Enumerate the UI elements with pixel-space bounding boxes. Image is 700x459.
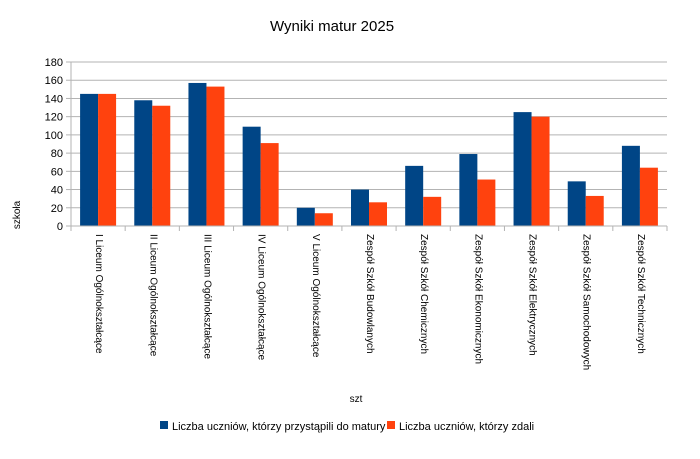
bar-series-1 (405, 165, 424, 226)
bar-series-1 (242, 126, 261, 226)
bar-series-2 (585, 195, 604, 226)
legend: Liczba uczniów, którzy przystąpili do ma… (160, 421, 534, 433)
bar-series-2 (477, 179, 496, 226)
x-category-label: Zespół Szkół Technicznych (635, 234, 646, 354)
bar-series-1 (351, 189, 369, 226)
bar-series-1 (567, 181, 586, 226)
y-tick-label: 100 (45, 130, 63, 142)
x-category-label: III Liceum Ogólnokształcące (201, 234, 212, 359)
x-category-label: V Liceum Ogólnokształcące (310, 234, 321, 358)
bar-series-1 (134, 100, 153, 226)
axes (70, 62, 668, 231)
bar-series-1 (621, 145, 640, 226)
bar-series-2 (639, 167, 658, 226)
bar-series-2 (206, 86, 225, 226)
chart-title: Wyniki matur 2025 (270, 18, 394, 35)
bar-series-1 (296, 207, 315, 226)
legend-label-2: Liczba uczniów, którzy zdali (399, 421, 534, 433)
bar-series-2 (423, 196, 442, 226)
bar-series-2 (314, 213, 333, 226)
legend-swatch-1 (160, 421, 168, 429)
y-tick-label: 160 (45, 75, 63, 87)
bars (80, 82, 658, 226)
bar-series-2 (98, 93, 117, 226)
x-axis-title: szt (350, 394, 363, 405)
bar-series-2 (260, 143, 279, 226)
y-tick-label: 80 (51, 148, 63, 160)
x-category-label: Zespół Szkół Elektrycznych (527, 234, 538, 356)
y-tick-label: 60 (51, 166, 63, 178)
y-tick-label: 120 (45, 112, 63, 124)
x-category-labels: I Liceum Ogólnokształcące II Liceum Ogóln… (93, 234, 646, 370)
bar-series-2 (152, 105, 171, 226)
x-category-label: Zespół Szkół Chemicznych (418, 234, 429, 354)
bar-series-1 (513, 112, 532, 226)
y-tick-label: 140 (45, 93, 63, 105)
bar-series-2 (531, 116, 550, 226)
x-category-label: IV Liceum Ogólnokształcące (256, 234, 267, 361)
y-tick-label: 20 (51, 203, 63, 215)
y-axis-title: szkoła (12, 200, 23, 229)
x-category-label: Zespół Szkół Samochodowych (581, 234, 592, 370)
x-category-label: I Liceum Ogólnokształcące (93, 234, 104, 354)
x-category-label: Zespół Szkół Budowlanych (364, 234, 375, 354)
bar-series-1 (188, 82, 207, 226)
legend-label-1: Liczba uczniów, którzy przystąpili do ma… (172, 421, 386, 433)
bar-series-2 (369, 202, 387, 226)
x-category-label: II Liceum Ogólnokształcące (147, 234, 158, 357)
y-tick-label: 40 (51, 185, 63, 197)
y-tick-label: 0 (57, 221, 63, 233)
bar-series-1 (459, 154, 478, 226)
bar-series-1 (80, 93, 99, 226)
x-category-label: Zespół Szkół Ekonomicznych (472, 234, 483, 364)
legend-swatch-2 (387, 421, 395, 429)
y-tick-label: 180 (45, 57, 63, 69)
y-tick-labels: 0 20 40 60 80 100 120 140 160 180 (45, 57, 63, 233)
